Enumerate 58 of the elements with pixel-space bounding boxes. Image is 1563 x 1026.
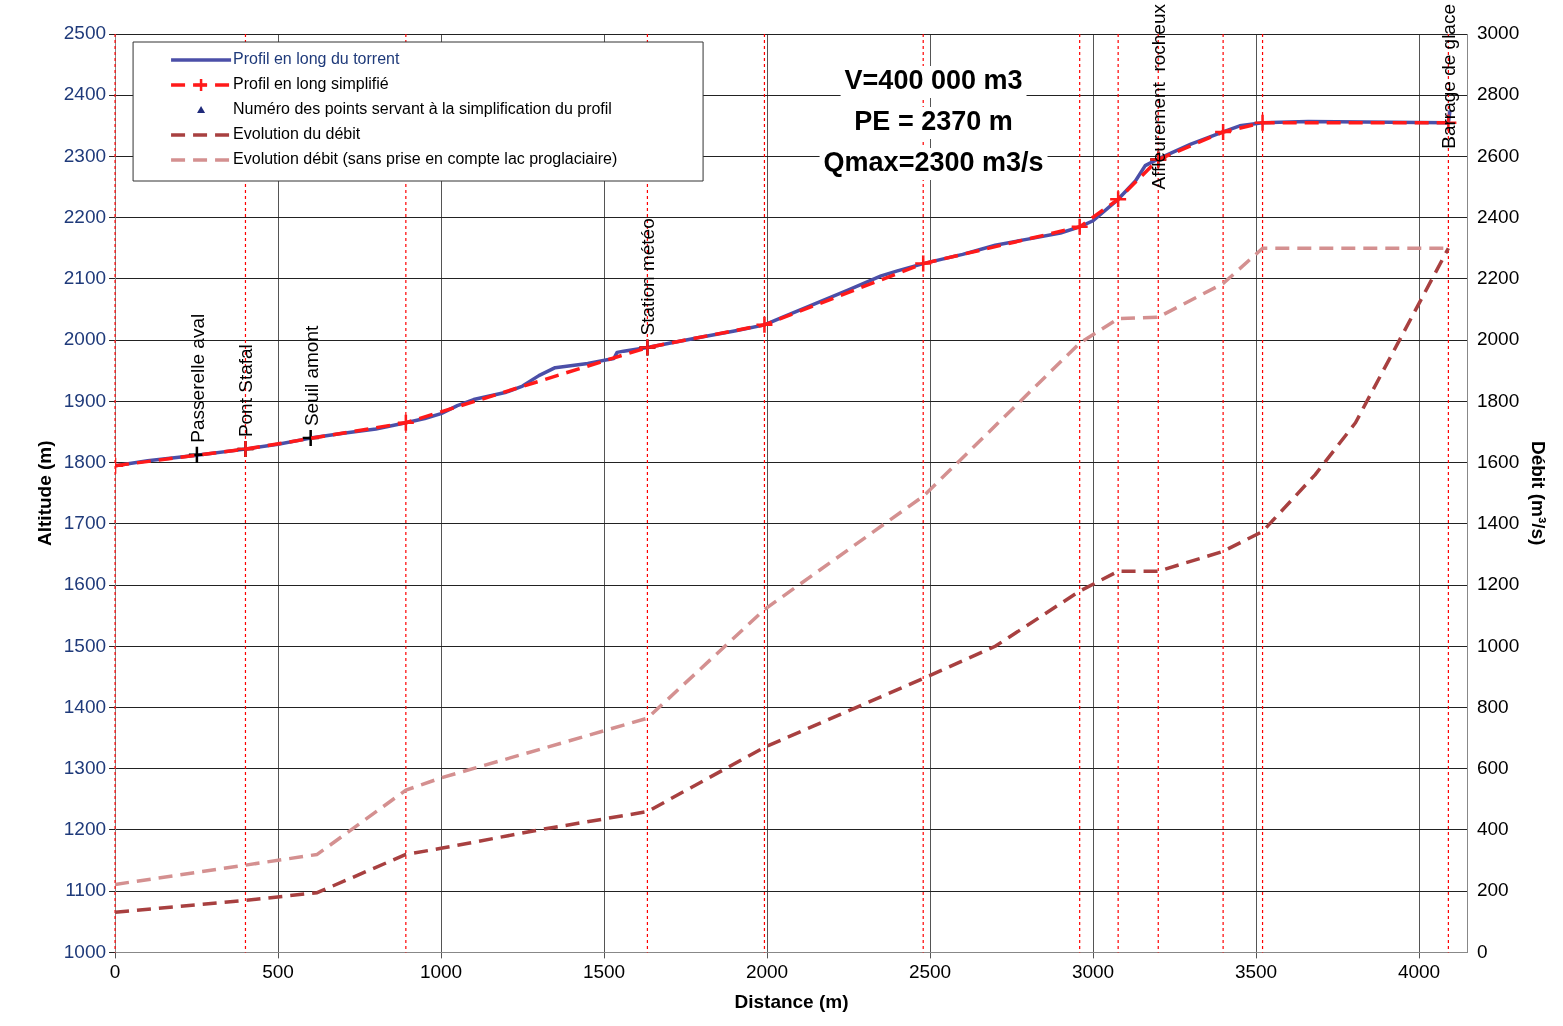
y-tick-label: 1200 (63, 818, 107, 840)
x-tick-label: 500 (262, 961, 294, 983)
x-tick-label: 4000 (1397, 961, 1441, 983)
legend-label: Profil en long simplifié (233, 75, 389, 93)
y-axis-title: Altitude (m) (33, 440, 55, 546)
y2-tick-label: 2000 (1476, 328, 1520, 350)
y-tick-label: 2300 (63, 144, 107, 166)
x-tick-label: 2000 (745, 961, 789, 983)
annotation: Barrage de glace (1438, 3, 1460, 149)
x-tick-label: 2500 (908, 961, 952, 983)
y2-tick-label: 2400 (1476, 205, 1520, 227)
y2-tick-label: 2800 (1476, 83, 1520, 105)
y-tick-label: 2400 (63, 83, 107, 105)
y2-tick-label: 2200 (1476, 267, 1520, 289)
y2-tick-label: 400 (1476, 818, 1509, 840)
x-tick-label: 1000 (419, 961, 463, 983)
y-tick-label: 1100 (65, 879, 107, 901)
x-tick-label: 3500 (1234, 961, 1278, 983)
y-tick-label: 1000 (63, 940, 107, 962)
y-tick-label: 2500 (63, 22, 107, 44)
y2-tick-label: 0 (1476, 940, 1488, 962)
y2-tick-label: 600 (1476, 756, 1509, 778)
y-tick-label: 2200 (63, 205, 107, 227)
y-tick-label: 1700 (63, 512, 107, 534)
y2-tick-label: 1800 (1476, 389, 1520, 411)
annotation: Affleurement rocheux (1148, 3, 1170, 190)
legend-label: Evolution débit (sans prise en compte lac proglaciaire) (233, 150, 618, 168)
y-tick-label: 1500 (63, 634, 107, 656)
y-tick-label: 1900 (63, 389, 107, 411)
y-tick-label: 1300 (63, 756, 107, 778)
y2-tick-label: 800 (1476, 695, 1509, 717)
y2-axis-title: Débit (m³/s) (1528, 440, 1550, 546)
y2-tick-label: 1200 (1476, 573, 1520, 595)
x-tick-label: 0 (109, 961, 121, 983)
y2-tick-label: 3000 (1476, 22, 1520, 44)
annotation: Station météo (637, 218, 659, 336)
y-tick-label: 2100 (63, 267, 107, 289)
annotation: Passerelle aval (186, 313, 208, 443)
annotation: Seuil amont (300, 325, 322, 427)
x-tick-label: 1500 (582, 961, 626, 983)
x-axis-title: Distance (m) (734, 990, 849, 1012)
y2-tick-label: 1600 (1476, 450, 1520, 472)
y-tick-label: 1600 (63, 573, 107, 595)
y-tick-label: 1800 (63, 450, 107, 472)
annotation: Pont Stafal (235, 344, 257, 438)
y2-tick-label: 1000 (1476, 634, 1520, 656)
y2-tick-label: 200 (1476, 879, 1509, 901)
y-tick-label: 2000 (63, 328, 107, 350)
annotation: V=400 000 m3 (844, 65, 1023, 96)
y2-tick-label: 2600 (1476, 144, 1520, 166)
x-tick-label: 3000 (1071, 961, 1115, 983)
legend-label: Profil en long du torrent (233, 50, 400, 68)
legend-label: Evolution du débit (233, 125, 361, 143)
y2-tick-label: 1400 (1476, 512, 1520, 534)
annotation: PE = 2370 m (854, 106, 1013, 137)
annotation: Qmax=2300 m3/s (823, 147, 1044, 178)
y-tick-label: 1400 (63, 695, 107, 717)
legend-label: Numéro des points servant à la simplification du profil (233, 100, 612, 118)
